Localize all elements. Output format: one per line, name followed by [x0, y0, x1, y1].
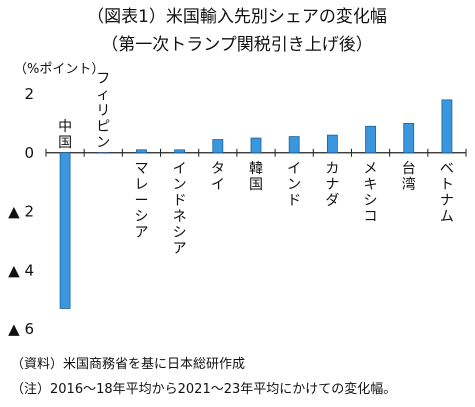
bar-11 — [441, 99, 453, 154]
y-tick-label: ▲ 4 — [8, 261, 34, 279]
y-tick-label: 2 — [24, 85, 34, 103]
source-note: （資料）米国商務省を基に日本総研作成 — [11, 357, 245, 372]
category-label: 台湾 — [402, 161, 416, 193]
chart-subtitle: （第一次トランプ関税引き上げ後） — [101, 35, 373, 55]
category-label: インドネシア — [173, 161, 187, 257]
category-label: フィリピン — [96, 71, 110, 151]
footnote: （注）2016～18年平均から2021～23年平均にかけての変化幅。 — [11, 381, 396, 397]
category-label: タイ — [211, 161, 225, 193]
chart-title: （図表1）米国輸入先別シェアの変化幅 — [87, 7, 387, 27]
category-label: マレーシア — [134, 161, 148, 241]
category-label: 韓国 — [249, 161, 263, 193]
bar-10 — [403, 122, 415, 154]
bar-7 — [288, 136, 300, 154]
category-label: カナダ — [325, 161, 339, 209]
y-tick-label: 0 — [24, 144, 34, 162]
y-tick-label: ▲ 2 — [8, 203, 34, 221]
bar-8 — [326, 134, 338, 154]
y-tick-label: ▲ 6 — [8, 320, 34, 338]
bar-5 — [212, 139, 224, 154]
category-label: インド — [287, 161, 301, 209]
bar-6 — [250, 137, 262, 154]
category-label: ベトナム — [440, 161, 454, 225]
bar-9 — [365, 125, 376, 154]
bar-4 — [174, 149, 186, 154]
y-axis-unit-label: （%ポイント） — [14, 62, 104, 77]
category-label: 中国 — [58, 119, 72, 151]
bar-3 — [136, 149, 147, 154]
bar-1 — [59, 152, 71, 309]
category-label: メキシコ — [364, 161, 378, 225]
